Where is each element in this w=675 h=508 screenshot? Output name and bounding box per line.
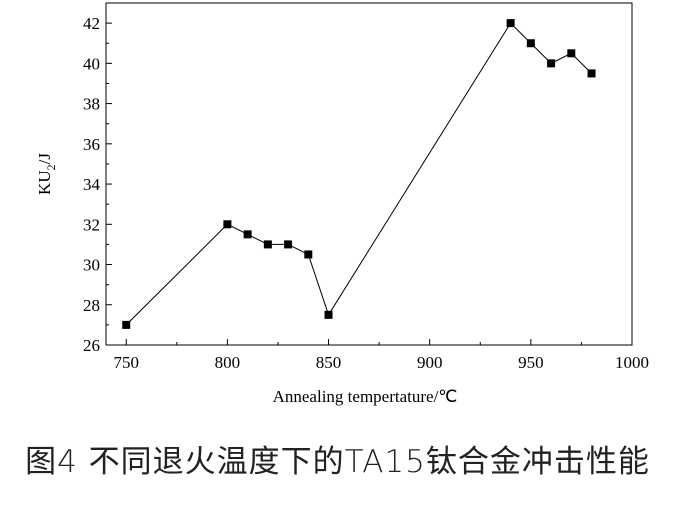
plot-frame — [105, 2, 633, 346]
data-point — [223, 220, 232, 229]
chart: 750 800 850 900 950 1000 26 28 30 32 34 36 38 40 42 An… — [35, 2, 649, 406]
y-tick-label: 30 — [83, 256, 100, 275]
data-point — [506, 19, 515, 28]
x-axis-label: Annealing tempertature/℃ — [273, 387, 458, 406]
y-tick-label: 34 — [83, 175, 101, 194]
y-tick-label: 32 — [83, 215, 100, 234]
y-tick-label: 42 — [83, 14, 100, 33]
data-point — [122, 320, 131, 329]
y-axis-label: KU2/J — [35, 153, 58, 195]
y-tick-label: 26 — [83, 336, 100, 355]
data-point — [263, 240, 272, 249]
data-point — [567, 49, 576, 58]
x-tick-label: 900 — [417, 353, 443, 372]
data-point — [304, 250, 313, 259]
x-tick-label: 750 — [113, 353, 139, 372]
data-point — [526, 39, 535, 48]
data-point — [243, 230, 252, 239]
x-tick-label: 850 — [316, 353, 342, 372]
x-tick-label: 950 — [518, 353, 544, 372]
y-tick-label: 36 — [83, 135, 100, 154]
y-tick-label: 38 — [83, 95, 100, 114]
series-line — [125, 22, 592, 326]
y-tick-label: 40 — [83, 54, 100, 73]
data-point — [284, 240, 293, 249]
x-tick-label: 1000 — [615, 353, 649, 372]
figure-caption: 图4 不同退火温度下的TA15钛合金冲击性能 — [25, 444, 650, 480]
data-point — [547, 59, 556, 68]
data-point — [324, 310, 333, 319]
x-tick-label: 800 — [215, 353, 241, 372]
data-point — [587, 69, 596, 78]
y-tick-label: 28 — [83, 296, 100, 315]
